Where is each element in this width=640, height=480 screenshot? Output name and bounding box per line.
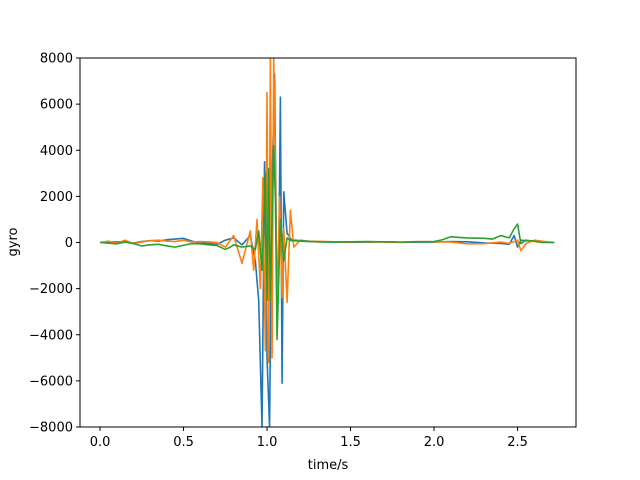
x-axis-ticks: 0.0 0.5 1.0 1.5 2.0 2.5	[90, 427, 528, 450]
y-tick-label: 8000	[40, 52, 73, 67]
series-line-2	[99, 58, 555, 364]
x-tick-label: 0.0	[90, 435, 111, 450]
y-tick-label: −4000	[29, 328, 73, 343]
x-tick-label: 0.5	[173, 435, 194, 450]
y-tick-label: 2000	[40, 190, 73, 205]
x-tick-label: 1.0	[257, 435, 278, 450]
y-tick-label: 4000	[40, 144, 73, 159]
x-tick-label: 2.0	[424, 435, 445, 450]
y-tick-label: −2000	[29, 282, 73, 297]
series-layer	[99, 58, 555, 427]
y-axis-label: gyro	[6, 227, 21, 256]
series-line-3	[99, 144, 555, 341]
y-tick-label: 0	[65, 236, 73, 251]
x-tick-label: 2.5	[507, 435, 528, 450]
y-tick-label: 6000	[40, 98, 73, 113]
y-axis-ticks: −8000 −6000 −4000 −2000 0 2000 4000 6000 8000	[29, 52, 80, 436]
x-tick-label: 1.5	[340, 435, 361, 450]
y-tick-label: −8000	[29, 421, 73, 436]
x-axis-label: time/s	[308, 458, 349, 473]
y-tick-label: −6000	[29, 374, 73, 389]
